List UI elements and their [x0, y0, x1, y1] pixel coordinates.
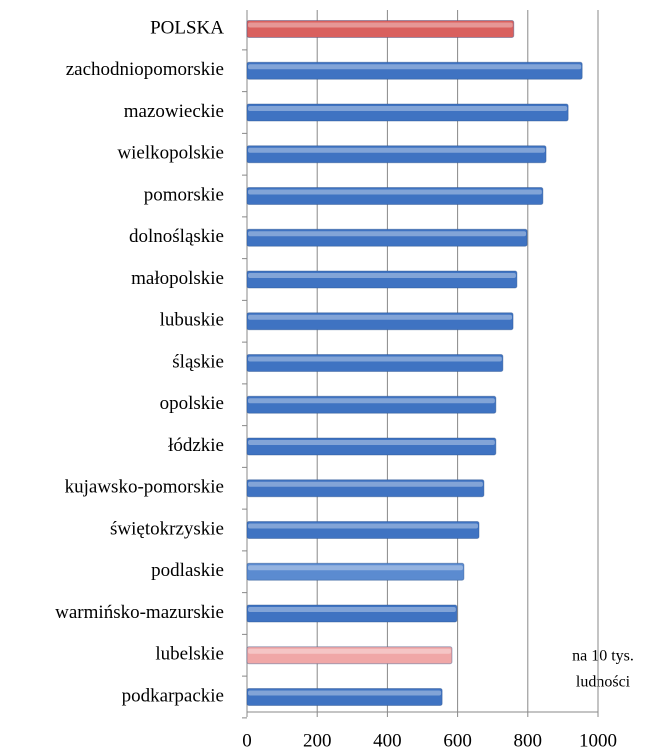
bar-highlight: [248, 314, 513, 320]
x-tick-label: 200: [303, 730, 332, 751]
x-tick-label: 600: [443, 730, 472, 751]
bar-highlight: [248, 648, 451, 654]
bar: [246, 228, 528, 247]
y-tick-label: śląskie: [172, 351, 224, 372]
x-tick-label: 1000: [579, 730, 617, 751]
y-tick-label: podlaskie: [151, 560, 224, 581]
bar: [246, 479, 485, 498]
y-tick-label: podkarpackie: [122, 685, 224, 706]
bar-highlight: [248, 440, 495, 445]
bar: [246, 646, 453, 665]
annotation: ludności: [576, 674, 631, 691]
bar-highlight: [248, 607, 456, 612]
bar: [246, 61, 583, 80]
bar-highlight: [248, 64, 582, 70]
bar: [246, 688, 443, 706]
y-tick-label: wielkopolskie: [117, 143, 224, 164]
bar: [246, 187, 544, 205]
y-tick-label: POLSKA: [150, 17, 224, 38]
bar: [246, 562, 465, 581]
bar-highlight: [248, 356, 502, 362]
x-tick-label: 400: [373, 730, 402, 751]
bar-highlight: [248, 106, 568, 111]
bar-highlight: [248, 690, 442, 696]
y-tick-label: lubelskie: [155, 644, 224, 665]
bar-highlight: [248, 273, 516, 278]
bar-highlight: [248, 189, 542, 195]
y-tick-label: świętokrzyskie: [110, 518, 224, 539]
y-tick-label: lubuskie: [160, 310, 224, 331]
annotation: na 10 tys.: [572, 648, 634, 665]
bar-highlight: [248, 523, 479, 529]
y-tick-label: opolskie: [160, 393, 224, 414]
y-tick-label: łódzkie: [168, 435, 224, 456]
y-tick-label: warmińsko-mazurskie: [55, 602, 224, 623]
x-tick-label: 0: [242, 730, 252, 751]
bar: [246, 437, 497, 456]
y-tick-label: małopolskie: [131, 268, 224, 289]
bar-highlight: [248, 147, 546, 153]
bar: [246, 103, 569, 122]
y-tick-label: pomorskie: [144, 184, 224, 205]
x-tick-label: 800: [514, 730, 543, 751]
bar-highlight: [248, 398, 495, 404]
bar: [246, 312, 514, 331]
bar: [246, 395, 497, 414]
bar-highlight: [248, 231, 527, 237]
bar-highlight: [248, 22, 513, 28]
bar: [246, 145, 547, 164]
y-tick-label: mazowieckie: [124, 101, 224, 122]
y-tick-label: dolnośląskie: [129, 226, 224, 247]
bar: [246, 270, 518, 289]
bar-highlight: [248, 481, 483, 487]
bar: [246, 604, 458, 623]
y-tick-label: kujawsko-pomorskie: [65, 477, 224, 498]
bar-highlight: [248, 565, 463, 571]
bar: [246, 354, 504, 372]
y-tick-label: zachodniopomorskie: [66, 59, 224, 80]
bar: [246, 521, 480, 539]
bar: [246, 20, 515, 38]
